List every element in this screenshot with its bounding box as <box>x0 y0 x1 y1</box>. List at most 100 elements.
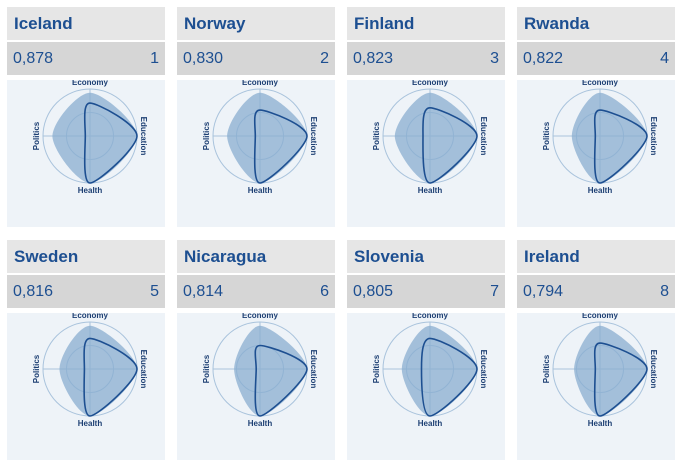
score-row: 0,814 6 <box>177 273 335 308</box>
rank-number: 8 <box>660 282 669 300</box>
axis-label-health: Health <box>588 419 613 428</box>
axis-label-education: Education <box>479 117 488 156</box>
radar-chart: Economy Education Health Politics <box>7 313 165 460</box>
axis-label-politics: Politics <box>32 121 41 150</box>
radar-chart: Economy Education Health Politics <box>177 313 335 460</box>
rank-number: 6 <box>320 282 329 300</box>
country-card: Rwanda 0,822 4 Economy Education Health Politi… <box>517 7 675 227</box>
axis-label-economy: Economy <box>242 80 279 87</box>
axis-label-economy: Economy <box>72 80 109 87</box>
radar-chart-svg: Economy Education Health Politics <box>202 80 318 195</box>
rank-number: 1 <box>150 49 159 67</box>
score-row: 0,878 1 <box>7 40 165 75</box>
gender-gap-score: 0,816 <box>13 282 54 300</box>
gender-gap-score: 0,878 <box>13 49 54 67</box>
gender-gap-score: 0,822 <box>523 49 564 67</box>
radar-outline-shape <box>254 344 308 417</box>
axis-label-education: Education <box>139 350 148 389</box>
axis-label-health: Health <box>418 186 443 195</box>
country-name: Sweden <box>7 240 165 273</box>
country-card: Nicaragua 0,814 6 Economy Education Health Pol… <box>177 240 335 460</box>
gender-gap-score: 0,805 <box>353 282 394 300</box>
axis-label-education: Education <box>649 117 658 156</box>
score-row: 0,805 7 <box>347 273 505 308</box>
axis-label-economy: Economy <box>72 313 109 320</box>
country-name: Iceland <box>7 7 165 40</box>
radar-chart-svg: Economy Education Health Politics <box>542 80 658 195</box>
axis-label-health: Health <box>418 419 443 428</box>
axis-label-health: Health <box>78 186 103 195</box>
country-card: Slovenia 0,805 7 Economy Education Health Poli… <box>347 240 505 460</box>
radar-outline-shape <box>422 106 478 184</box>
radar-chart-svg: Economy Education Health Politics <box>372 80 488 195</box>
score-row: 0,816 5 <box>7 273 165 308</box>
radar-fill-shape <box>227 92 307 183</box>
country-card: Norway 0,830 2 Economy Education Health Politi… <box>177 7 335 227</box>
country-name: Norway <box>177 7 335 40</box>
radar-outline-shape <box>253 109 308 184</box>
axis-label-politics: Politics <box>372 354 381 383</box>
axis-label-education: Education <box>139 117 148 156</box>
country-card: Finland 0,823 3 Economy Education Health Polit… <box>347 7 505 227</box>
axis-label-health: Health <box>248 419 273 428</box>
radar-fill-shape <box>401 325 477 416</box>
axis-label-politics: Politics <box>32 354 41 383</box>
axis-label-politics: Politics <box>202 354 211 383</box>
country-name: Ireland <box>517 240 675 273</box>
country-card: Ireland 0,794 8 Economy Education Health Polit… <box>517 240 675 460</box>
rank-number: 5 <box>150 282 159 300</box>
gender-gap-score: 0,814 <box>183 282 224 300</box>
country-card: Sweden 0,816 5 Economy Education Health Politi… <box>7 240 165 460</box>
country-name: Finland <box>347 7 505 40</box>
axis-label-education: Education <box>309 117 318 156</box>
radar-chart-svg: Economy Education Health Politics <box>32 313 148 428</box>
score-row: 0,794 8 <box>517 273 675 308</box>
radar-chart: Economy Education Health Politics <box>347 313 505 460</box>
rank-number: 3 <box>490 49 499 67</box>
axis-label-economy: Economy <box>412 313 449 320</box>
radar-outline-shape <box>593 109 648 184</box>
axis-label-politics: Politics <box>202 121 211 150</box>
radar-fill-shape <box>571 92 647 183</box>
rank-number: 4 <box>660 49 669 67</box>
gender-gap-score: 0,830 <box>183 49 224 67</box>
axis-label-health: Health <box>78 419 103 428</box>
radar-chart: Economy Education Health Politics <box>517 313 675 460</box>
country-name: Nicaragua <box>177 240 335 273</box>
radar-chart-svg: Economy Education Health Politics <box>32 80 148 195</box>
axis-label-politics: Politics <box>372 121 381 150</box>
axis-label-health: Health <box>248 186 273 195</box>
radar-chart: Economy Education Health Politics <box>517 80 675 227</box>
radar-chart-svg: Economy Education Health Politics <box>202 313 318 428</box>
radar-fill-shape <box>59 325 137 416</box>
axis-label-economy: Economy <box>242 313 279 320</box>
gender-gap-score: 0,794 <box>523 282 564 300</box>
radar-outline-shape <box>83 102 138 184</box>
score-row: 0,830 2 <box>177 40 335 75</box>
axis-label-education: Education <box>649 350 658 389</box>
radar-outline-shape <box>593 342 648 417</box>
gender-gap-score: 0,823 <box>353 49 394 67</box>
score-row: 0,822 4 <box>517 40 675 75</box>
axis-label-politics: Politics <box>542 121 551 150</box>
radar-fill-shape <box>394 92 477 183</box>
axis-label-politics: Politics <box>542 354 551 383</box>
radar-chart: Economy Education Health Politics <box>177 80 335 227</box>
radar-chart-svg: Economy Education Health Politics <box>542 313 658 428</box>
axis-label-education: Education <box>479 350 488 389</box>
rank-number: 7 <box>490 282 499 300</box>
country-name: Slovenia <box>347 240 505 273</box>
radar-chart: Economy Education Health Politics <box>347 80 505 227</box>
axis-label-education: Education <box>309 350 318 389</box>
radar-fill-shape <box>52 92 137 183</box>
axis-label-economy: Economy <box>412 80 449 87</box>
axis-label-economy: Economy <box>582 313 619 320</box>
country-card: Iceland 0,878 1 Economy Education Health Polit… <box>7 7 165 227</box>
axis-label-health: Health <box>588 186 613 195</box>
axis-label-economy: Economy <box>582 80 619 87</box>
radar-outline-shape <box>83 337 138 417</box>
score-row: 0,823 3 <box>347 40 505 75</box>
radar-chart-svg: Economy Education Health Politics <box>372 313 488 428</box>
country-name: Rwanda <box>517 7 675 40</box>
radar-chart: Economy Education Health Politics <box>7 80 165 227</box>
